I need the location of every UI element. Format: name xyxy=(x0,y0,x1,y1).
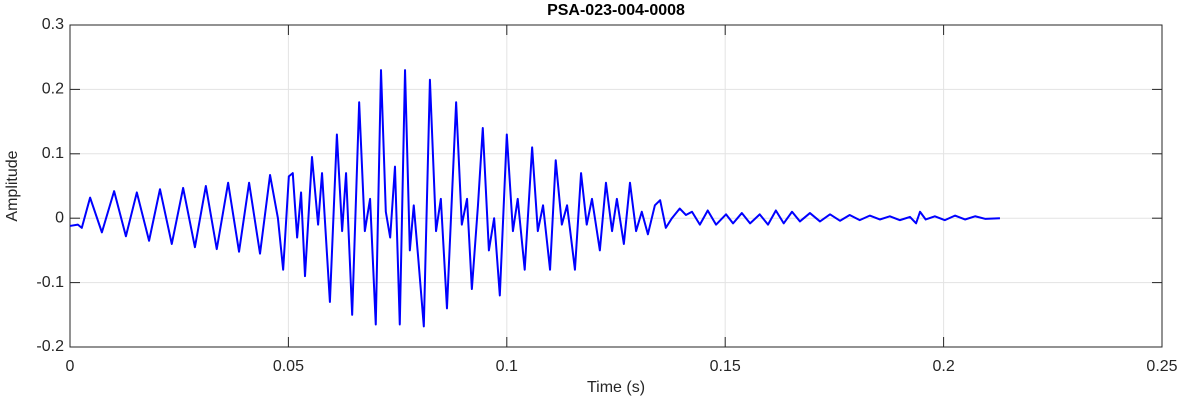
waveform-line xyxy=(69,69,1000,328)
y-tick-label: -0.1 xyxy=(36,274,64,291)
x-tick-label: 0.2 xyxy=(932,358,954,375)
plot-frame xyxy=(69,24,1163,348)
x-axis-label: Time (s) xyxy=(587,379,645,396)
chart-title: PSA-023-004-0008 xyxy=(547,2,685,19)
y-tick-label: 0.1 xyxy=(42,145,64,162)
x-tick-label: 0.15 xyxy=(710,358,741,375)
y-tick-label: -0.2 xyxy=(36,338,64,355)
y-tick-label: 0 xyxy=(55,209,64,226)
y-tick-label: 0.3 xyxy=(42,16,64,33)
x-tick-label: 0.1 xyxy=(496,358,518,375)
y-axis-label: Amplitude xyxy=(4,150,21,221)
x-tick-label: 0.05 xyxy=(273,358,304,375)
y-tick-label: 0.2 xyxy=(42,81,64,98)
x-tick-label: 0.25 xyxy=(1146,358,1177,375)
x-tick-label: 0 xyxy=(66,358,75,375)
